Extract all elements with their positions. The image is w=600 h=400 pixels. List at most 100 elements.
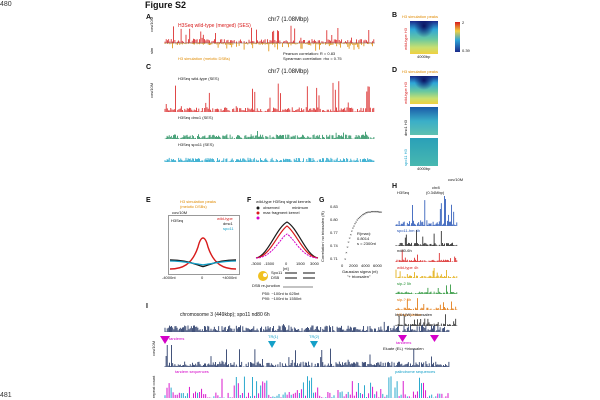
panel-d-heatmap-spo11 bbox=[410, 138, 438, 166]
panel-c-region: chr7 (1.08Mbp) bbox=[268, 69, 309, 75]
panel-i-tr1-marker bbox=[268, 341, 276, 348]
panel-h-track-6: sip-? 5h bbox=[397, 297, 412, 302]
panel-f-observed-curve bbox=[255, 221, 319, 259]
panel-g-point: × bbox=[355, 220, 358, 224]
panel-d-heatmap-dmc1 bbox=[410, 107, 438, 135]
panel-i-tandem-marker-right-2 bbox=[430, 335, 439, 342]
panel-g-point: × bbox=[353, 224, 356, 228]
panel-g-point: × bbox=[356, 218, 359, 222]
panel-g-point: × bbox=[372, 210, 375, 214]
panel-g-point: × bbox=[371, 210, 374, 214]
panel-h-track-1: H3Seq bbox=[397, 190, 410, 195]
panel-e-xtick-3: +4000nt bbox=[222, 275, 237, 280]
panel-g-point: × bbox=[354, 222, 357, 226]
panel-i-tandem-marker-left bbox=[160, 336, 170, 344]
panel-i-eluate-signal bbox=[164, 345, 450, 367]
panel-f-spo11-icon bbox=[258, 271, 268, 281]
panel-h-track-3: nd80-6h bbox=[397, 248, 412, 253]
panel-g-ytick-3: 0.77 bbox=[330, 230, 338, 235]
panel-f-xtick-4: 1500 bbox=[296, 261, 305, 266]
panel-i-repeat-bars bbox=[164, 376, 449, 398]
panel-f-minimum-curve bbox=[255, 225, 319, 259]
panel-d-row-3: spo11 H3 bbox=[403, 149, 408, 166]
panel-e-xtick-1: -4000nt bbox=[162, 275, 176, 280]
panel-g-xlabel2: "+ trioxsalen" bbox=[347, 274, 371, 279]
panel-e-dmc1-curve bbox=[169, 259, 237, 268]
panel-i-tandems-2: tandems bbox=[396, 340, 412, 345]
panel-e-label: E bbox=[146, 197, 151, 204]
panel-f-minimum-dot bbox=[256, 211, 260, 215]
figure-title: Figure S2 bbox=[145, 0, 187, 10]
panel-d-row-2: dmc1 H3 bbox=[403, 119, 408, 136]
panel-f-label: F bbox=[247, 197, 252, 204]
panel-e-xtick-2: 0 bbox=[201, 275, 204, 280]
panel-b-colorbar-top: 2 bbox=[462, 20, 465, 25]
panel-e-legend-1: wild-type bbox=[217, 216, 233, 221]
panel-g-ytick-5: 0.71 bbox=[330, 256, 338, 261]
panel-b-heatmap bbox=[410, 21, 438, 54]
panel-g-xtick-1: 0 bbox=[341, 263, 344, 268]
panel-g-sigma-value: s = 2300nt bbox=[357, 241, 376, 246]
panel-i-tr2: TR(2) bbox=[309, 334, 320, 339]
panel-f-resection: DSB re-junction bbox=[252, 283, 281, 288]
panel-d-heatmap-wildtype bbox=[410, 76, 438, 104]
panel-g-point: × bbox=[362, 213, 365, 217]
panel-i-label: I bbox=[146, 303, 148, 310]
panel-f-xtick-3: 0 bbox=[285, 261, 288, 266]
panel-g-point: × bbox=[375, 210, 378, 214]
panel-g-point: × bbox=[367, 210, 370, 214]
panel-h-track-5: sip-2 5h bbox=[397, 281, 412, 286]
panel-g-scatter: ×××××××××××××××××××××××××××××××××× bbox=[344, 210, 383, 261]
panel-f-legend-swatches bbox=[256, 206, 260, 220]
panel-g-ytick-4: 0.74 bbox=[330, 243, 338, 248]
panel-g-point: × bbox=[357, 217, 360, 221]
panel-i-eluate-label: Eluate (EL) +trioxsalen bbox=[383, 346, 424, 351]
panel-g-point: × bbox=[380, 210, 383, 214]
panel-f-legend-3: max fragment kernel bbox=[263, 210, 300, 215]
panel-i-ylabel-bottom: repeat count bbox=[151, 375, 156, 398]
panel-f-xlabel: [nt] bbox=[283, 266, 289, 271]
panel-e-profiles bbox=[169, 237, 237, 270]
panel-g-xlabel: Gaussian sigma (nt) bbox=[342, 269, 378, 274]
panel-g-point: × bbox=[351, 229, 354, 233]
panel-g-point: × bbox=[344, 257, 347, 261]
panel-g-xtick-4: 6000 bbox=[373, 263, 382, 268]
panel-g-point: × bbox=[378, 210, 381, 214]
panel-g-xtick-3: 4000 bbox=[361, 263, 370, 268]
panel-b-row-label: wild-type H3 bbox=[403, 27, 408, 50]
panel-g-point: × bbox=[369, 210, 372, 214]
panel-h-region: chr8 bbox=[432, 185, 440, 190]
panel-f-spo-label: Spo11 bbox=[271, 270, 283, 275]
panel-d-heading: H3 simulation peaks bbox=[402, 69, 439, 74]
panel-b-scale: 4000bp bbox=[417, 54, 431, 59]
panel-g-point: × bbox=[365, 211, 368, 215]
panel-i-tandem-marker-right bbox=[398, 335, 407, 342]
panel-i-ylabel: cov/10M bbox=[151, 340, 156, 356]
panel-d-label: D bbox=[392, 67, 398, 74]
panel-h-tracks bbox=[395, 196, 458, 326]
panel-h-label: H bbox=[392, 183, 398, 190]
panel-g-point: × bbox=[379, 210, 382, 214]
panel-e-heading1: H3 simulation peaks bbox=[180, 199, 217, 204]
panel-g-point: × bbox=[368, 210, 371, 214]
panel-i-tandem-sequences: tandem sequences bbox=[175, 369, 209, 374]
panel-a-track-bottom: H3 simulation (meiotic DSBs) bbox=[178, 56, 231, 61]
panel-a-pearson: Pearson correlation: R = 0.83 bbox=[283, 51, 336, 56]
panel-c-label: C bbox=[146, 64, 152, 71]
panel-e-legend-2: dmc1 bbox=[223, 221, 233, 226]
panel-f-dsb-diagram bbox=[285, 272, 315, 279]
panel-g-point: × bbox=[364, 211, 367, 215]
panel-f-p90: P90: ~100nt to 1550nt bbox=[262, 296, 302, 301]
panel-c-spo11-signal bbox=[164, 157, 375, 162]
panel-i-region: chromosome 3 (449kbp); spo11 nd80 6h bbox=[180, 312, 270, 318]
panel-f-xtick-5: 3000 bbox=[310, 261, 319, 266]
panel-g-ytick-1: 0.83 bbox=[330, 204, 338, 209]
panel-a-label: A bbox=[146, 14, 152, 21]
panel-g-rmax-value: 0.8014 bbox=[357, 236, 370, 241]
panel-c-track1: H3Seq wild-type (SES) bbox=[178, 76, 219, 81]
panel-f-max-kernel-curve bbox=[255, 233, 319, 259]
panel-c-yaxis: cov/10M bbox=[149, 82, 154, 98]
panel-b-heading: H3 simulation peaks bbox=[402, 14, 439, 19]
panel-g-ytick-2: 0.80 bbox=[330, 217, 338, 222]
panel-f-resection-arrow bbox=[283, 286, 313, 288]
